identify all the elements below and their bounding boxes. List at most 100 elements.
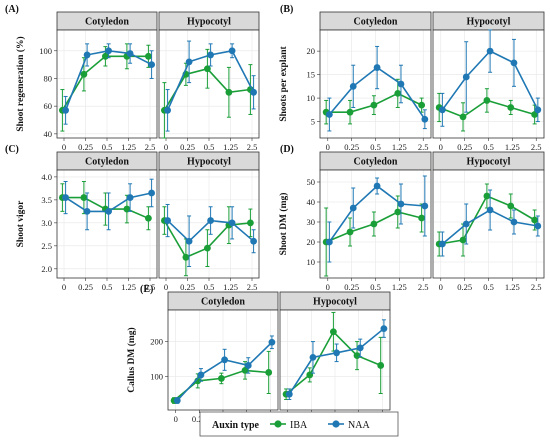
x-tick-label: 1.25 bbox=[223, 142, 238, 152]
data-point bbox=[325, 238, 333, 246]
facet-label: Hypocotyl bbox=[313, 297, 357, 308]
legend-entry-naa: NAA bbox=[328, 420, 370, 431]
x-tick-label: 0.25 bbox=[192, 414, 207, 424]
x-tick-label: 2.5 bbox=[145, 142, 156, 152]
x-tick-label: 0 bbox=[174, 414, 178, 424]
data-point bbox=[218, 375, 225, 382]
data-point bbox=[83, 51, 91, 59]
data-point bbox=[510, 59, 518, 67]
x-tick-label: 0.25 bbox=[180, 142, 195, 152]
data-point bbox=[534, 222, 542, 230]
data-point bbox=[397, 80, 405, 88]
series-naa bbox=[62, 43, 156, 125]
legend-title: Auxin type bbox=[212, 420, 260, 431]
data-point bbox=[173, 397, 181, 404]
data-point bbox=[397, 200, 405, 208]
data-point bbox=[373, 182, 381, 190]
series-naa bbox=[164, 40, 257, 132]
data-point bbox=[145, 214, 152, 222]
legend-marker bbox=[332, 420, 340, 428]
chart-panel-1: (A) Shoot regeneration (%) 40 60 80 100 Cotyle… bbox=[5, 4, 260, 152]
y-tick-label: 100 bbox=[150, 372, 163, 382]
data-point bbox=[459, 113, 467, 121]
x-tick-label: 2.5 bbox=[145, 282, 156, 292]
data-point bbox=[265, 369, 273, 376]
data-point bbox=[241, 366, 249, 374]
y-tick-label: 4.0 bbox=[41, 172, 52, 182]
data-point bbox=[244, 362, 252, 369]
y-tick-label: 40 bbox=[307, 197, 316, 207]
chart-panel-3: (C) Shoot vigor 2.0 2.5 3.0 3.5 4.0 Cotyledon 0 0… bbox=[5, 144, 260, 292]
facet-label: Hypocotyl bbox=[187, 17, 231, 28]
data-point bbox=[148, 61, 156, 69]
data-point bbox=[418, 214, 426, 222]
data-point bbox=[197, 371, 205, 379]
data-point bbox=[534, 106, 542, 114]
data-point bbox=[268, 338, 276, 346]
data-point bbox=[394, 89, 402, 97]
data-point bbox=[164, 106, 172, 114]
series-naa bbox=[62, 178, 156, 231]
facet-label: Cotyledon bbox=[85, 157, 129, 168]
facet-label: Hypocotyl bbox=[187, 157, 231, 168]
facet-hypocotyl: Hypocotyl 0 0.25 0.5 1.25 2.5 bbox=[158, 11, 260, 152]
x-tick-label: 0.25 bbox=[457, 282, 472, 292]
facet-label: Hypocotyl bbox=[467, 17, 511, 28]
x-tick-label: 1.25 bbox=[223, 282, 238, 292]
data-point bbox=[510, 218, 518, 226]
data-point bbox=[330, 328, 337, 336]
y-tick-label: 20 bbox=[307, 46, 316, 56]
data-point bbox=[370, 101, 378, 109]
facet-label: Cotyledon bbox=[201, 297, 245, 308]
facet-hypocotyl: Hypocotyl 0 0.25 0.5 1.25 2.5 bbox=[432, 151, 545, 292]
data-point bbox=[349, 82, 357, 90]
x-tick-label: 2.5 bbox=[247, 282, 258, 292]
legend-box bbox=[199, 411, 399, 437]
x-tick-label: 0.25 bbox=[78, 142, 93, 152]
facet-label: Cotyledon bbox=[85, 17, 129, 28]
data-point bbox=[438, 240, 446, 248]
legend-marker bbox=[274, 420, 282, 428]
x-tick-label: 1.25 bbox=[121, 282, 136, 292]
data-point bbox=[185, 58, 193, 66]
x-tick-label: 0 bbox=[439, 142, 443, 152]
x-tick-label: 1.25 bbox=[392, 282, 407, 292]
legend-entry-iba: IBA bbox=[270, 420, 308, 431]
x-tick-label: 0.5 bbox=[483, 282, 494, 292]
chart-panel-5: (E) Callus DM (mg) 100 200 Cotyledon 0 0.25 0.5… bbox=[126, 284, 391, 437]
x-tick-label: 2.5 bbox=[247, 142, 258, 152]
facet-label: Hypocotyl bbox=[467, 157, 511, 168]
data-point bbox=[370, 220, 378, 228]
data-point bbox=[486, 47, 494, 55]
data-point bbox=[349, 204, 357, 212]
y-tick-label: 80 bbox=[44, 73, 53, 83]
x-tick-label: 0.25 bbox=[180, 282, 195, 292]
data-point bbox=[105, 207, 112, 215]
data-point bbox=[486, 206, 494, 214]
x-tick-label: 0.5 bbox=[204, 282, 215, 292]
x-tick-label: 1.25 bbox=[505, 142, 520, 152]
y-tick-label: 40 bbox=[44, 129, 53, 139]
series-naa bbox=[325, 175, 429, 263]
series-iba bbox=[322, 78, 426, 125]
panel-letter: (A) bbox=[5, 4, 19, 15]
chart-panel-4: (D) Shoot DM (mg) 10 20 30 40 50 Cotyledon 0 0.25… bbox=[278, 144, 545, 292]
y-axis-title: Callus DM (mg) bbox=[126, 327, 137, 392]
y-tick-label: 5 bbox=[311, 117, 315, 127]
y-tick-label: 3.5 bbox=[41, 195, 52, 205]
data-point bbox=[353, 352, 361, 360]
data-point bbox=[204, 65, 211, 73]
data-point bbox=[126, 50, 134, 57]
chart-panel-2: (B) Shoots per explant 5 10 15 20 Cotyledon 0 0.… bbox=[279, 4, 545, 152]
data-point bbox=[182, 253, 190, 261]
data-point bbox=[126, 194, 134, 201]
data-point bbox=[380, 325, 388, 332]
data-point bbox=[123, 205, 131, 213]
data-point bbox=[507, 202, 515, 210]
data-point bbox=[250, 237, 257, 245]
data-point bbox=[185, 237, 193, 245]
data-point bbox=[531, 216, 539, 224]
y-tick-label: 50 bbox=[307, 177, 316, 187]
